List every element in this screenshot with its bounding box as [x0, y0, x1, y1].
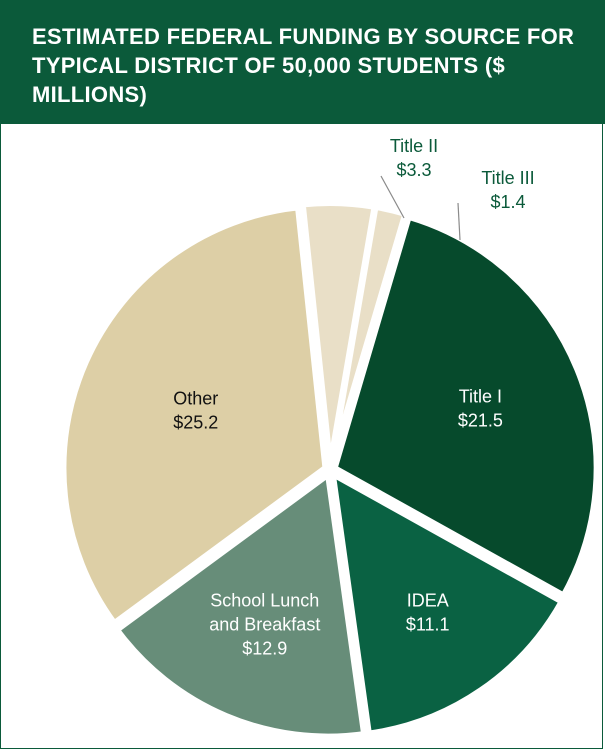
slice-value-title-ii: $3.3 — [396, 160, 431, 180]
slice-value-school-lunch-and-breakfast: $12.9 — [242, 638, 287, 658]
slice-value-title-i: $21.5 — [458, 411, 503, 431]
slice-value-title-iii: $1.4 — [490, 192, 525, 212]
chart-header: ESTIMATED FEDERAL FUNDING BY SOURCE FOR … — [0, 0, 605, 124]
slice-label-title-i: Title I $21.5 — [458, 387, 503, 431]
slice-name-idea: IDEA — [407, 591, 449, 611]
slice-label-school-lunch-and-breakfast: School Lunch and Breakfast $12.9 — [209, 590, 320, 658]
slice-value-other: $25.2 — [173, 413, 218, 433]
slice-name-title-i: Title I — [459, 387, 502, 407]
slice-value-idea: $11.1 — [406, 615, 450, 635]
slice-name-school-lunch-and-breakfast: and Breakfast — [209, 614, 320, 634]
pie-slice-idea — [329, 468, 566, 738]
pie-slice-title-i — [331, 213, 600, 600]
slice-label-other: Other $25.2 — [173, 389, 218, 433]
slice-label-title-ii: Title II $3.3 — [390, 136, 438, 180]
leader-line-title-iii — [457, 202, 461, 241]
pie-slice-title-iii — [328, 203, 410, 466]
pie-slice-other — [60, 204, 329, 628]
slice-label-idea: IDEA $11.1 — [406, 591, 450, 635]
leader-line-title-ii — [380, 175, 405, 219]
pie-slice-school-lunch-and-breakfast — [112, 469, 368, 740]
slice-name-title-ii: Title II — [390, 136, 438, 156]
slice-label-title-iii: Title III $1.4 — [481, 168, 534, 212]
slice-name-other: Other — [173, 389, 218, 409]
slice-name-title-iii: Title III — [481, 168, 534, 188]
slice-name-school-lunch-and-breakfast: School Lunch — [210, 590, 319, 610]
chart-title: ESTIMATED FEDERAL FUNDING BY SOURCE FOR … — [32, 24, 575, 107]
